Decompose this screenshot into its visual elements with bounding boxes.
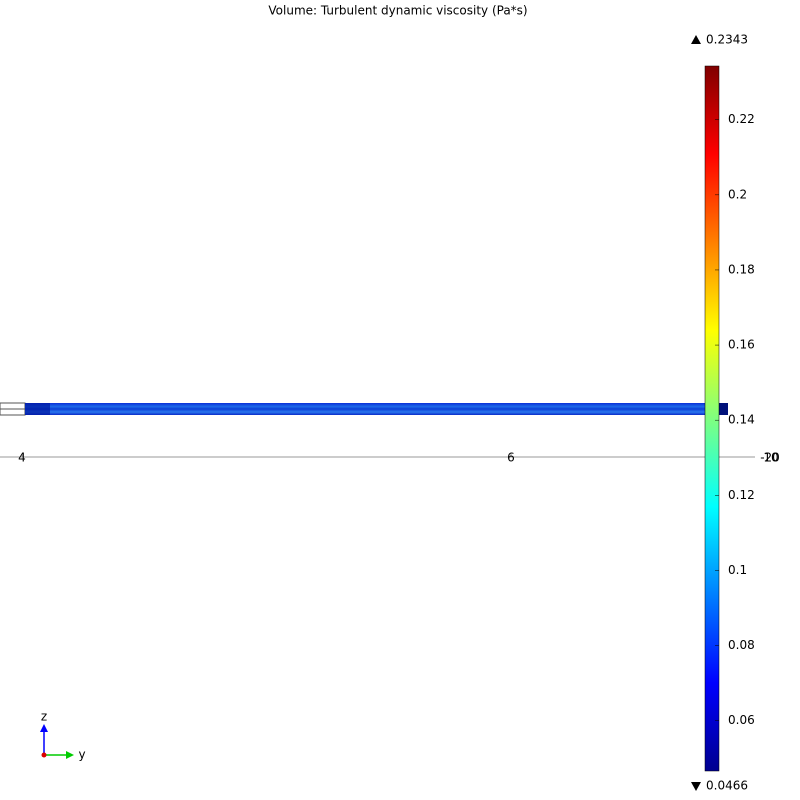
triad-y-arrow <box>66 751 74 759</box>
axis-tick-label: 4 <box>18 451 26 465</box>
colorbar <box>704 65 720 772</box>
plot-title: Volume: Turbulent dynamic viscosity (Pa*… <box>268 4 527 18</box>
min-marker <box>691 782 701 791</box>
colorbar-tick-label: 0.16 <box>728 338 755 352</box>
axis-end-label: 10 <box>763 451 778 465</box>
triad-label: z <box>41 710 47 724</box>
colorbar-max: 0.2343 <box>706 33 748 47</box>
triad-origin <box>41 752 47 758</box>
pipe-domain <box>25 403 728 415</box>
colorbar-tick-label: 0.06 <box>728 713 755 727</box>
pipe-entry <box>25 403 50 415</box>
colorbar-tick-label: 0.1 <box>728 563 747 577</box>
colorbar-tick-label: 0.14 <box>728 413 755 427</box>
colorbar-tick-label: 0.08 <box>728 638 755 652</box>
axis-end-label: -20 <box>760 451 780 465</box>
colorbar-tick-label: 0.22 <box>728 112 755 126</box>
colorbar-min: 0.0466 <box>706 779 748 793</box>
colorbar-tick-label: 0.18 <box>728 262 755 276</box>
max-marker <box>691 35 701 44</box>
axis-tick-label: 6 <box>507 451 515 465</box>
triad-label: y <box>78 748 85 762</box>
triad-z-arrow <box>40 724 48 732</box>
colorbar-tick-label: 0.12 <box>728 488 755 502</box>
colorbar-tick-label: 0.2 <box>728 187 747 201</box>
